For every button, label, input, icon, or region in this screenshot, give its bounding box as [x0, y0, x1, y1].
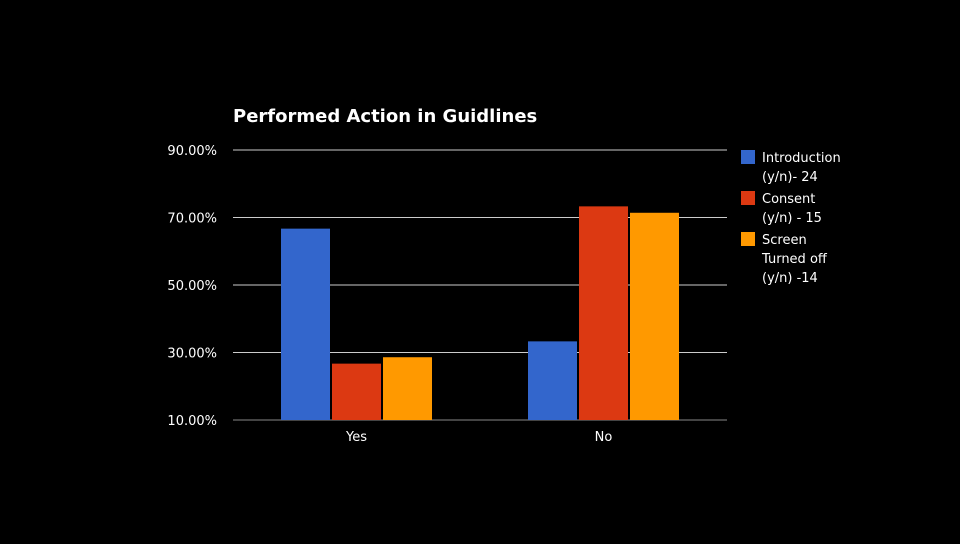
- legend-label: (y/n) -14: [762, 271, 818, 286]
- legend-swatch: [741, 150, 755, 164]
- legend-label: Turned off: [761, 252, 828, 267]
- x-tick-label: Yes: [345, 430, 367, 445]
- bar: [383, 357, 432, 420]
- bar: [630, 212, 679, 420]
- legend-swatch: [741, 191, 755, 205]
- x-tick-label: No: [595, 430, 613, 445]
- x-axis-tick-labels: Yes No: [345, 430, 612, 445]
- legend-label: (y/n) - 15: [762, 211, 822, 226]
- bar: [332, 363, 381, 420]
- bars: [281, 206, 679, 420]
- y-tick-label: 70.00%: [167, 212, 217, 227]
- chart-title: Performed Action in Guidlines: [233, 106, 537, 127]
- y-axis-tick-labels: 10.00% 30.00% 50.00% 70.00% 90.00%: [167, 144, 217, 429]
- bar: [281, 228, 330, 420]
- y-tick-label: 10.00%: [167, 414, 217, 429]
- bar: [579, 206, 628, 420]
- legend-label: Introduction: [762, 151, 841, 166]
- y-tick-label: 50.00%: [167, 279, 217, 294]
- legend-swatch: [741, 232, 755, 246]
- legend-label: Consent: [762, 192, 815, 207]
- y-tick-label: 30.00%: [167, 347, 217, 362]
- y-tick-label: 90.00%: [167, 144, 217, 159]
- legend-label: (y/n)- 24: [762, 170, 818, 185]
- legend: Introduction (y/n)- 24 Consent (y/n) - 15 Sc…: [741, 150, 841, 286]
- bar: [528, 341, 577, 420]
- legend-label: Screen: [762, 233, 807, 248]
